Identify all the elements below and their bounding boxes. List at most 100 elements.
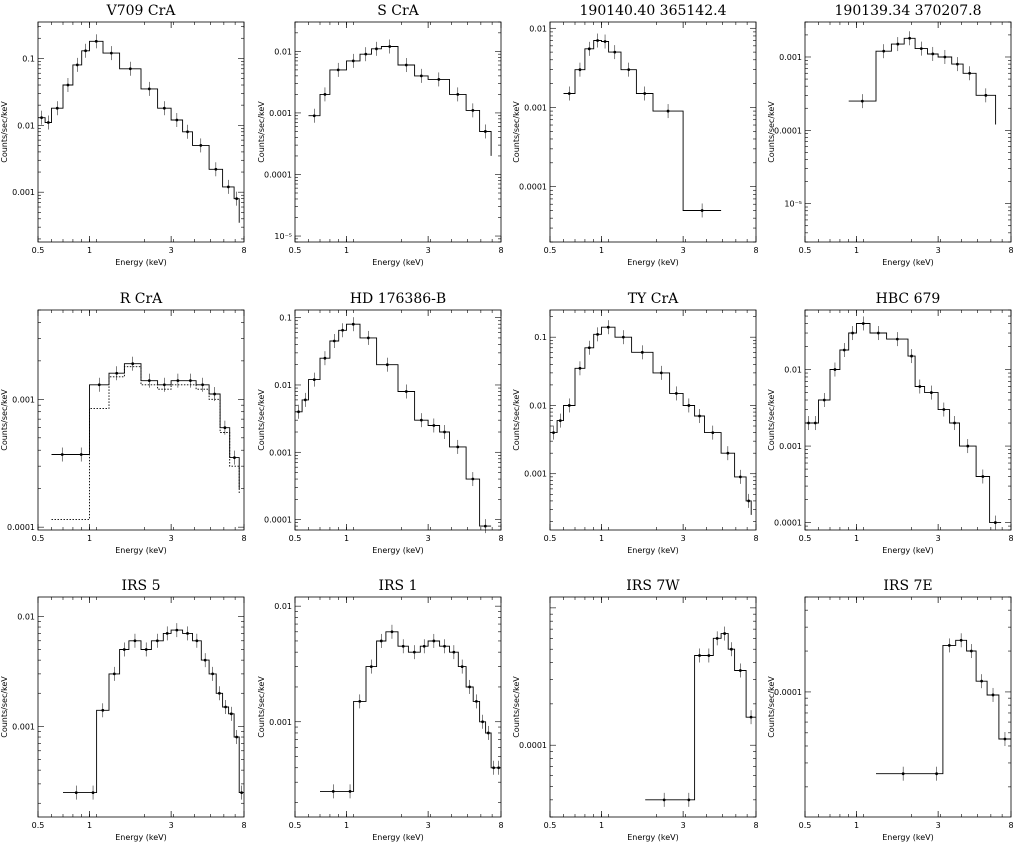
data-point [687, 404, 691, 407]
x-axis-label: Energy (keV) [115, 833, 167, 842]
y-tick-label: 0.001 [12, 395, 35, 404]
data-point [861, 322, 865, 325]
panel-title: TY CrA [628, 291, 679, 307]
data-point [662, 798, 666, 802]
data-point [497, 766, 501, 770]
data-point [596, 332, 599, 336]
x-tick-label: 8 [753, 246, 758, 255]
data-point [312, 114, 316, 118]
data-point [101, 708, 105, 712]
data-point [552, 431, 555, 435]
y-tick-label: 0.001 [779, 442, 802, 451]
y-tick-label: 0.01 [274, 381, 292, 390]
panel-title: HD 176386-B [350, 291, 446, 307]
data-point [558, 419, 562, 423]
data-point [738, 475, 742, 479]
data-point [175, 118, 179, 122]
x-tick-label: 3 [169, 534, 174, 543]
data-point [223, 426, 227, 430]
data-point [492, 766, 496, 770]
data-point [388, 45, 392, 48]
y-tick-label: 0.001 [269, 718, 292, 727]
data-point [375, 47, 378, 51]
data-point [186, 130, 189, 134]
data-point [606, 325, 610, 329]
y-tick-label: 0.0001 [519, 183, 547, 192]
data-point [640, 350, 644, 354]
plot-frame [549, 596, 757, 818]
data-point [833, 368, 837, 371]
data-point [895, 337, 899, 341]
data-point [813, 421, 817, 425]
x-axis-label: Energy (keV) [372, 833, 424, 842]
data-point [211, 672, 215, 676]
data-point [729, 647, 733, 651]
plot-frame [294, 596, 502, 818]
data-point [162, 106, 166, 110]
data-point [807, 421, 810, 425]
data-point [700, 209, 704, 212]
data-point [711, 431, 715, 435]
data-point [443, 430, 446, 434]
x-tick-label: 8 [498, 246, 503, 255]
spectrum-panel: 190139.34 370207.8 0.5 1 3 8 0.001 0.0001 10⁻⁵ E… [767, 3, 1013, 267]
data-point [312, 378, 316, 382]
y-tick-label: 0.01 [529, 24, 547, 33]
data-point [578, 68, 582, 72]
panel-title: IRS 7E [883, 578, 932, 594]
data-point [379, 639, 383, 643]
x-tick-label: 3 [681, 246, 686, 255]
x-tick-label: 1 [599, 534, 604, 543]
data-point [959, 638, 963, 642]
plot-frame [37, 309, 245, 531]
data-point [331, 789, 335, 793]
panel-title: 190139.34 370207.8 [835, 3, 982, 19]
data-point [46, 121, 50, 124]
data-point [596, 39, 599, 42]
model-step-line [563, 40, 722, 211]
plot-frame [37, 596, 245, 818]
data-point [1003, 737, 1007, 741]
y-axis-label: Counts/sec/keV [767, 101, 776, 163]
panel-title: IRS 1 [378, 578, 417, 594]
plot-frame [804, 21, 1012, 243]
y-axis-label: Counts/sec/keV [257, 676, 266, 738]
y-tick-label: 0.001 [269, 448, 292, 457]
data-point [567, 92, 571, 95]
y-tick-label: 10⁻⁵ [784, 200, 802, 209]
y-tick-label: 0.0001 [264, 516, 292, 525]
data-point [147, 87, 151, 91]
data-point [217, 691, 221, 695]
data-point [842, 348, 846, 352]
x-tick-label: 3 [426, 246, 431, 255]
y-tick-label: 0.1 [22, 54, 35, 63]
x-tick-label: 1 [87, 534, 92, 543]
model-step-line [550, 326, 752, 515]
x-tick-label: 0.5 [32, 534, 45, 543]
x-tick-label: 3 [169, 821, 174, 830]
x-tick-label: 0.5 [799, 534, 812, 543]
x-tick-label: 8 [1008, 534, 1013, 543]
data-point [822, 398, 826, 402]
data-point [456, 92, 460, 96]
data-point [918, 385, 922, 388]
data-point [621, 335, 625, 339]
spectrum-panel: IRS 7E 0.5 1 3 8 0.0001 Energy (keV) Counts/sec… [767, 578, 1013, 842]
model-step-line [645, 633, 756, 801]
data-point [567, 404, 571, 407]
data-point [587, 346, 591, 350]
y-axis-label: Counts/sec/keV [0, 389, 9, 451]
y-tick-label: 0.01 [784, 366, 802, 375]
x-axis-label: Energy (keV) [627, 833, 679, 842]
data-point [419, 74, 423, 78]
data-point [901, 772, 905, 776]
y-tick-label: 0.01 [17, 121, 35, 130]
data-point [94, 39, 98, 43]
data-point [953, 421, 956, 425]
data-point [471, 108, 475, 112]
data-point [929, 391, 933, 394]
y-tick-label: 0.1 [279, 314, 292, 323]
data-point [404, 390, 408, 393]
x-tick-label: 0.5 [289, 246, 302, 255]
